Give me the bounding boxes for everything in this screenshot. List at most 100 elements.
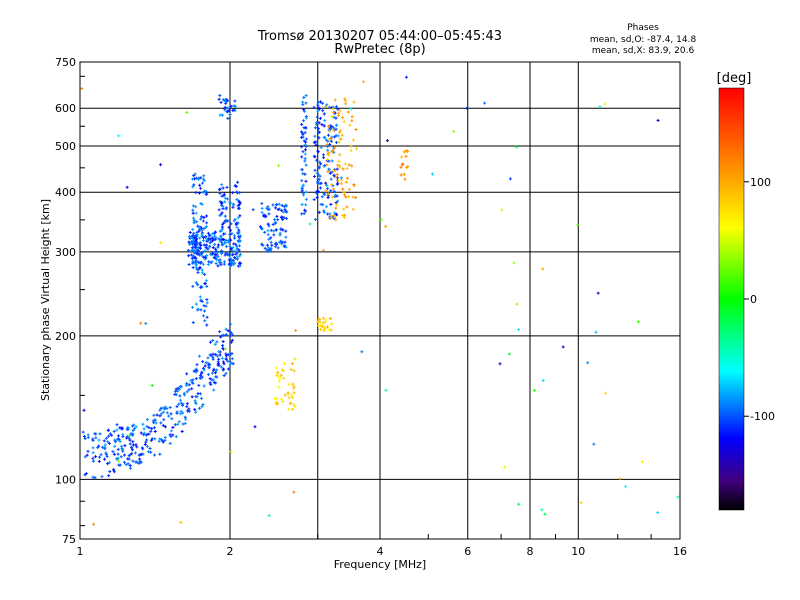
data-point [142,427,146,431]
data-point [198,242,202,246]
data-point [205,214,209,218]
data-point [342,120,346,124]
data-point [279,373,283,377]
data-point [233,249,237,253]
data-point [175,405,179,409]
data-point [147,426,151,430]
data-point [317,136,321,140]
data-point [106,440,110,444]
data-point [206,263,210,267]
data-point [273,217,277,221]
data-point [128,434,132,438]
data-point [153,429,157,433]
data-point [327,138,331,142]
data-point [276,218,280,222]
data-point [333,193,337,197]
data-point [325,205,329,209]
data-point [154,421,158,425]
data-point [213,238,217,242]
data-point [361,80,365,84]
data-point [211,232,215,236]
data-point [238,264,242,268]
data-point [222,374,226,378]
data-point [195,251,199,255]
data-point [200,228,204,232]
data-point [230,232,234,236]
data-point [232,255,236,259]
data-point [130,446,134,450]
data-point [115,438,119,442]
data-point [214,235,218,239]
data-point [272,229,276,233]
data-point [335,172,339,176]
data-point [144,433,148,437]
data-point [312,198,316,202]
data-point [334,175,338,179]
grid-lines [80,62,681,539]
data-point [304,163,308,167]
data-point [278,233,282,237]
data-point [304,116,308,120]
data-point [319,146,323,150]
data-point [333,98,337,102]
colorbar-tick-label: -100 [750,410,775,423]
data-point [304,145,308,149]
data-point [234,252,238,256]
data-point [194,260,198,264]
data-point [175,410,179,414]
data-point [332,217,336,221]
data-point [227,225,231,229]
data-point [192,221,196,225]
data-point [226,197,230,201]
data-point [223,196,227,200]
data-point [336,111,340,115]
data-point [223,214,227,218]
data-point [333,146,337,150]
data-point [185,381,189,385]
data-point [159,163,163,167]
data-point [267,237,271,241]
data-point [327,124,331,128]
data-point [185,402,189,406]
data-point [336,163,340,167]
data-point [318,160,322,164]
data-point [215,368,219,372]
y-tick-label: 75 [62,533,76,546]
data-point [333,214,337,218]
data-point [237,230,241,234]
data-point [199,376,203,380]
data-point [508,177,512,181]
data-point [194,265,198,269]
plot-area: 1 2 4 6 8 10 16 75 100 200 300 400 500 600 750 [55,56,687,558]
data-point [324,104,328,108]
data-point [329,177,333,181]
data-point [263,246,267,250]
data-point [220,211,224,215]
data-point [190,395,194,399]
data-point [498,362,502,366]
data-point [107,434,111,438]
data-point [201,360,205,364]
data-point [624,485,628,489]
data-point [349,144,353,148]
data-point [185,372,189,376]
data-point [596,291,600,295]
data-point [206,231,210,235]
data-point [194,263,198,267]
data-point [303,152,307,156]
data-point [301,150,305,154]
data-point [173,392,177,396]
data-point [189,253,193,257]
data-point [273,245,277,249]
data-point [126,457,130,461]
data-point [322,192,326,196]
data-point [214,247,218,251]
data-point [266,205,270,209]
data-point [314,218,318,222]
data-point [94,436,98,440]
data-point [219,235,223,239]
data-point [145,445,149,449]
data-point [220,200,224,204]
data-point [260,202,264,206]
data-point [157,439,161,443]
